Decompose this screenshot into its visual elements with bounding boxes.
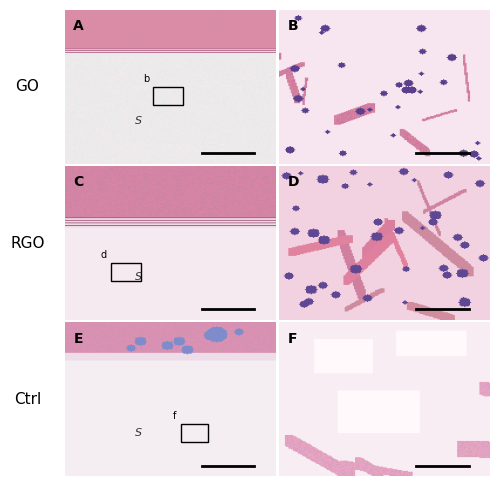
Text: E: E — [74, 331, 83, 346]
Text: d: d — [101, 250, 107, 260]
Text: C: C — [74, 175, 84, 189]
Text: D: D — [288, 175, 300, 189]
Bar — [112, 263, 141, 281]
Text: Ctrl: Ctrl — [14, 392, 41, 407]
Text: F: F — [288, 331, 298, 346]
Text: S: S — [135, 116, 142, 125]
Bar — [154, 87, 183, 105]
Bar — [181, 424, 208, 442]
Text: B: B — [288, 19, 298, 33]
Text: S: S — [135, 272, 142, 282]
Text: S: S — [135, 428, 142, 438]
Text: A: A — [74, 19, 84, 33]
Text: RGO: RGO — [10, 236, 45, 250]
Text: GO: GO — [16, 79, 40, 94]
Text: b: b — [143, 73, 149, 84]
Text: f: f — [173, 411, 176, 421]
